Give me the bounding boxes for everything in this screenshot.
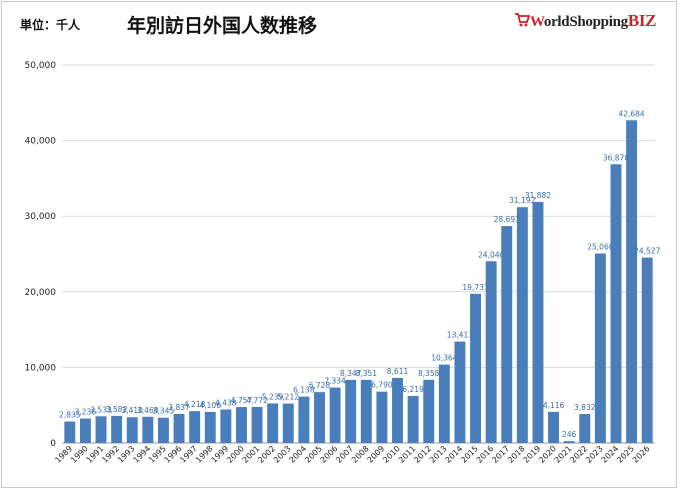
- data-label: 6,728: [309, 381, 331, 390]
- data-label: 5,239: [262, 392, 284, 401]
- y-tick-label: 10,000: [25, 363, 57, 373]
- data-label: 3,410: [121, 406, 143, 415]
- logo-text: WorldShoppingBIZ: [530, 11, 657, 31]
- bar[interactable]: [579, 414, 591, 443]
- y-tick-label: 40,000: [25, 137, 57, 147]
- data-label: 24,527: [634, 247, 660, 256]
- data-label: 2,835: [59, 411, 81, 420]
- data-label: 19,737: [462, 283, 488, 292]
- data-label: 4,757: [231, 396, 253, 405]
- bar[interactable]: [157, 417, 169, 443]
- data-label: 25,066: [587, 243, 613, 252]
- data-label: 6,138: [293, 386, 315, 395]
- y-tick-label: 20,000: [25, 288, 57, 298]
- data-label: 8,347: [340, 369, 362, 378]
- shopping-cart-icon: [515, 13, 530, 27]
- bar[interactable]: [501, 226, 513, 443]
- bar[interactable]: [423, 379, 435, 443]
- bar[interactable]: [454, 341, 466, 443]
- bar[interactable]: [626, 120, 638, 443]
- bar[interactable]: [548, 411, 560, 443]
- site-logo[interactable]: WorldShoppingBIZ: [514, 9, 674, 35]
- bar[interactable]: [329, 387, 341, 443]
- data-label: 8,351: [356, 369, 378, 378]
- bar[interactable]: [360, 379, 372, 443]
- bar[interactable]: [298, 396, 310, 443]
- data-label: 4,772: [246, 396, 268, 405]
- data-label: 3,468: [137, 406, 159, 415]
- bar[interactable]: [142, 416, 154, 443]
- y-tick-label: 50,000: [25, 61, 57, 71]
- bar[interactable]: [173, 413, 185, 443]
- data-label: 4,106: [200, 401, 222, 410]
- data-label: 28,691: [494, 215, 520, 224]
- data-label: 8,358: [418, 369, 440, 378]
- data-label: 6,790: [371, 381, 393, 390]
- y-tick-label: 30,000: [25, 212, 57, 222]
- unit-label: 単位：千人: [20, 18, 81, 32]
- logo-text-main: orldShopping: [543, 14, 628, 30]
- data-label: 3,533: [90, 405, 112, 414]
- bar[interactable]: [516, 207, 528, 443]
- y-tick-label: 0: [50, 439, 56, 449]
- data-label: 3,582: [106, 405, 128, 414]
- bar[interactable]: [485, 261, 497, 443]
- chart-title: 年別訪日外国人数推移: [127, 15, 318, 37]
- data-label: 5,212: [278, 393, 300, 402]
- bar[interactable]: [641, 257, 653, 443]
- data-label: 3,236: [75, 408, 97, 417]
- bar[interactable]: [563, 441, 575, 443]
- data-label: 8,611: [387, 367, 409, 376]
- bar[interactable]: [189, 411, 201, 443]
- data-label: 246: [562, 430, 577, 439]
- bar[interactable]: [594, 253, 606, 443]
- data-label: 7,334: [324, 377, 346, 386]
- bar[interactable]: [392, 377, 403, 443]
- bar[interactable]: [111, 415, 123, 443]
- bar[interactable]: [64, 421, 76, 443]
- bar[interactable]: [470, 293, 482, 443]
- bar[interactable]: [235, 407, 247, 443]
- bar[interactable]: [79, 418, 91, 443]
- bar[interactable]: [532, 201, 544, 443]
- logo-text-w: W: [530, 14, 544, 30]
- data-label: 4,218: [184, 400, 206, 409]
- bar[interactable]: [267, 403, 279, 443]
- data-label: 3,345: [153, 407, 175, 416]
- data-label: 3,837: [168, 403, 190, 412]
- data-label: 4,438: [215, 398, 237, 407]
- bar[interactable]: [314, 392, 325, 443]
- data-label: 3,832: [574, 403, 596, 412]
- data-label: 24,040: [478, 250, 504, 259]
- data-label: 4,116: [543, 401, 565, 410]
- bar[interactable]: [220, 409, 232, 443]
- data-label: 13,413: [447, 331, 473, 340]
- bar[interactable]: [251, 406, 263, 443]
- bar[interactable]: [345, 379, 357, 443]
- data-label: 10,364: [431, 354, 457, 363]
- logo-text-biz: BIZ: [627, 11, 657, 30]
- bar[interactable]: [126, 417, 138, 443]
- bar[interactable]: [376, 391, 388, 443]
- data-label: 31,882: [525, 191, 551, 200]
- bar[interactable]: [407, 395, 419, 443]
- bar[interactable]: [282, 403, 294, 443]
- bar[interactable]: [438, 364, 450, 443]
- data-label: 6,219: [402, 385, 424, 394]
- x-tick-label: 2026: [631, 444, 652, 465]
- data-label: 31,192: [509, 196, 535, 205]
- data-label: 36,870: [603, 153, 629, 162]
- data-label: 42,684: [618, 109, 644, 118]
- bar[interactable]: [204, 411, 216, 443]
- bar[interactable]: [610, 164, 622, 443]
- bar[interactable]: [95, 416, 107, 443]
